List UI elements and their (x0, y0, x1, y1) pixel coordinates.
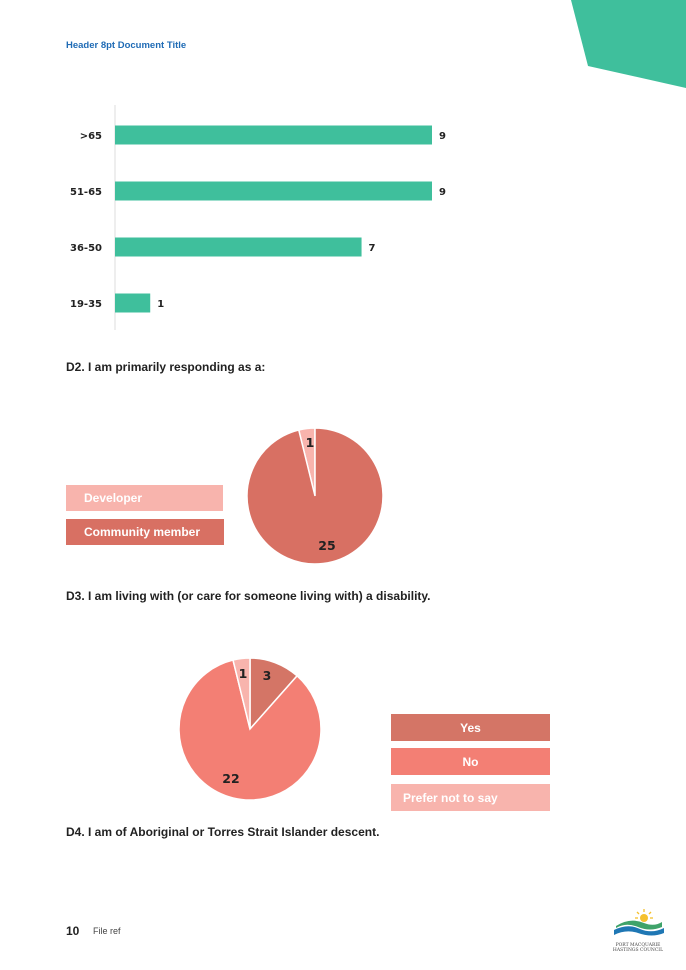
bar-value-label: 9 (439, 131, 446, 142)
council-logo-icon (614, 909, 664, 936)
file-reference: File ref (93, 926, 121, 936)
council-logo: PORT MACQUARIE HASTINGS COUNCIL (608, 908, 668, 953)
logo-line-1: PORT MACQUARIE (615, 943, 661, 948)
question-d4: D4. I am of Aboriginal or Torres Strait … (66, 825, 380, 839)
legend-prefer-not-to-say: Prefer not to say (391, 784, 550, 811)
pie-slice (232, 657, 251, 730)
pie-value-label: 25 (318, 538, 335, 553)
legend-community-member: Community member (66, 519, 224, 545)
question-d2: D2. I am primarily responding as a: (66, 360, 266, 374)
bar-category-label: 19-35 (70, 299, 102, 310)
d2-pie-chart: 1 25 (246, 427, 384, 565)
pie-value-label: 3 (263, 668, 272, 683)
question-d3: D3. I am living with (or care for someon… (66, 589, 431, 603)
bar-value-label: 1 (157, 299, 164, 310)
age-bar-chart: >65 9 51-65 9 36-50 7 19-35 1 (70, 105, 446, 330)
d3-pie-chart: 3 22 1 (178, 657, 322, 801)
pie-value-label: 1 (306, 435, 315, 450)
pie-value-label: 1 (239, 666, 248, 681)
bar-value-label: 7 (369, 243, 376, 254)
bar-category-label: >65 (80, 131, 102, 142)
bar (115, 125, 432, 145)
logo-line-2: HASTINGS COUNCIL (612, 948, 664, 953)
pie-slice (178, 659, 322, 801)
bar-value-label: 9 (439, 187, 446, 198)
legend-developer: Developer (66, 485, 223, 511)
bar (115, 237, 362, 257)
bar (115, 293, 151, 313)
pie-slice (246, 427, 384, 565)
pie-value-label: 22 (222, 771, 239, 786)
legend-no: No (391, 748, 550, 775)
legend-yes: Yes (391, 714, 550, 741)
bar (115, 181, 432, 201)
header-document-title: Header 8pt Document Title (66, 40, 187, 51)
bar-category-label: 51-65 (70, 187, 102, 198)
page-number: 10 (66, 924, 80, 938)
bar-category-label: 36-50 (70, 243, 102, 254)
